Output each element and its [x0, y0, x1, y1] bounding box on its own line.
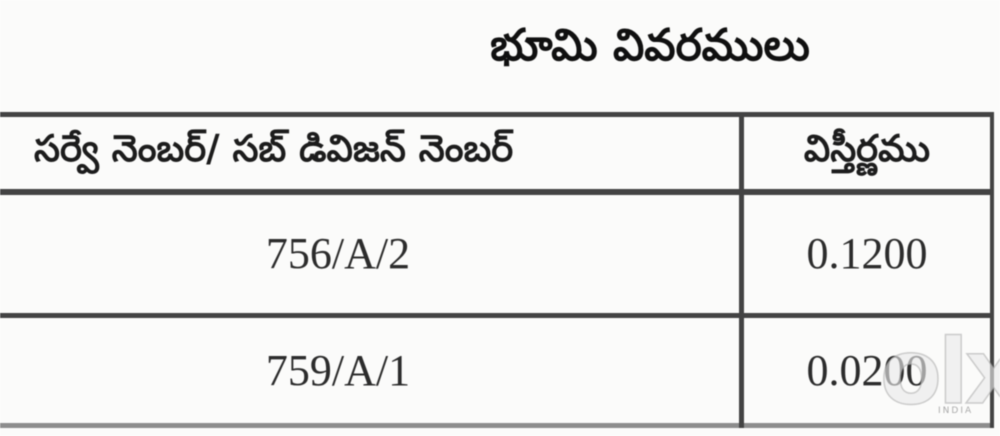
- table-border-column-divider: [739, 112, 744, 428]
- table-border-header-bottom: [0, 189, 994, 195]
- header-survey-number: సర్వే నెంబర్/ సబ్ డివిజన్ నెంబర్: [34, 127, 514, 170]
- table-border-row-divider: [0, 313, 994, 318]
- table-row-2-extent: 0.0200: [806, 346, 928, 395]
- table-row-1-extent: 0.1200: [806, 229, 928, 278]
- header-extent: విస్తీర్ణము: [803, 127, 931, 170]
- olx-watermark-logo: olx: [879, 320, 1000, 425]
- table-border-right: [990, 112, 994, 428]
- table-border-bottom: [0, 423, 994, 428]
- table-border-top: [0, 112, 994, 117]
- table-row-2-survey-number: 759/A/1: [265, 346, 411, 395]
- table-row-1-survey-number: 756/A/2: [265, 229, 411, 278]
- olx-watermark-subtext: INDIA: [938, 406, 974, 416]
- page-title: భూమి వివరములు: [490, 20, 810, 71]
